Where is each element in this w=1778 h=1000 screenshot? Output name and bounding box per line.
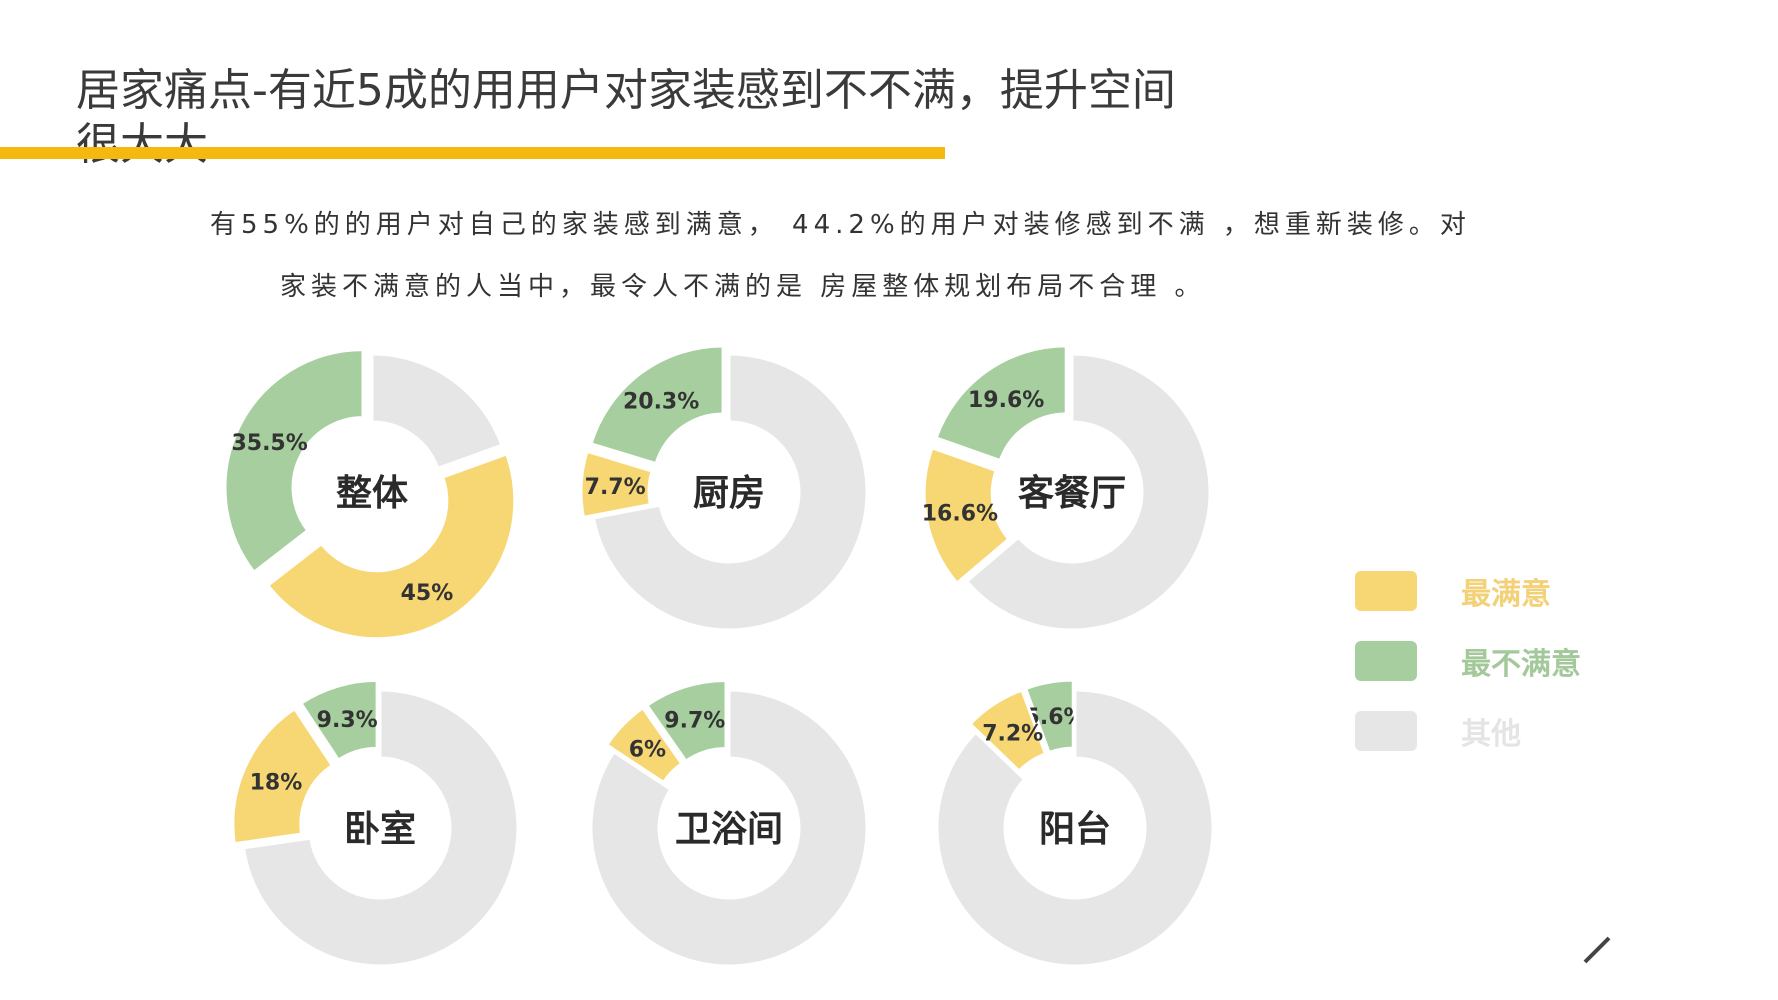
slice-satisfied [231, 706, 335, 846]
slice-dissatisfied [644, 678, 728, 764]
slice-other [935, 688, 1215, 968]
slice-satisfied [265, 452, 517, 641]
slice-label-dissatisfied: 9.7% [664, 708, 725, 733]
title-accent-bar [0, 147, 945, 159]
slice-label-satisfied: 7.2% [982, 722, 1043, 747]
slice-dissatisfied [934, 344, 1068, 463]
slice-dissatisfied [223, 348, 365, 575]
slice-label-dissatisfied: 19.6% [968, 388, 1044, 413]
legend: 最满意 最不满意 其他 [1355, 570, 1655, 780]
donut-title: 阳台 [1039, 809, 1111, 850]
slice-satisfied [604, 705, 684, 785]
donut-title: 厨房 [693, 473, 765, 514]
slice-satisfied [968, 688, 1048, 774]
donut-title: 客餐厅 [1018, 473, 1126, 514]
donut-chart-2: 19.6% 16.6% 客餐厅 [922, 344, 1212, 632]
description: 有55%的的用户对自己的家装感到满意， 44.2%的用户对装修感到不满 ，想重新… [210, 194, 1630, 318]
legend-swatch-other [1355, 711, 1417, 751]
slice-label-satisfied: 7.7% [585, 475, 646, 500]
legend-swatch-satisfied [1355, 571, 1417, 611]
page-title: 居家痛点-有近5成的用用户对家装感到不不满，提升空间很大大 [76, 65, 1176, 170]
donut-title: 整体 [336, 473, 408, 514]
legend-swatch-dissatisfied [1355, 641, 1417, 681]
legend-item-other: 其他 [1355, 710, 1655, 752]
slice-label-dissatisfied: 35.5% [231, 431, 307, 456]
slice-other [591, 352, 869, 632]
donut-chart-1: 20.3% 7.7% 厨房 [579, 344, 869, 632]
legend-label-dissatisfied: 最不满意 [1461, 647, 1581, 682]
slice-other [589, 688, 869, 968]
donut-chart-3: 9.3% 18% 卧室 [231, 678, 520, 968]
legend-item-satisfied: 最满意 [1355, 570, 1655, 612]
slice-dissatisfied [298, 678, 379, 763]
donut-chart-4: 9.7% 6% 卫浴间 [589, 678, 869, 968]
slice-label-satisfied: 16.6% [922, 502, 998, 527]
slice-dissatisfied [589, 344, 725, 466]
slice-label-dissatisfied: 20.3% [623, 389, 699, 414]
slice-satisfied [579, 449, 654, 520]
donut-title: 卫浴间 [675, 809, 783, 850]
donut-title: 卧室 [344, 809, 416, 850]
donut-chart-0: 35.5% 45% 整体 [223, 348, 517, 641]
description-line-2: 家装不满意的人当中，最令人不满的是 房屋整体规划布局不合理 。 [280, 272, 1206, 302]
slice-satisfied [922, 445, 1011, 586]
slice-other [241, 688, 520, 968]
legend-item-dissatisfied: 最不满意 [1355, 640, 1655, 682]
legend-label-other: 其他 [1461, 717, 1521, 752]
slice-label-satisfied: 18% [250, 770, 303, 795]
slice-label-dissatisfied: 9.3% [317, 708, 378, 733]
description-line-1: 有55%的的用户对自己的家装感到满意， 44.2%的用户对装修感到不满 ，想重新… [210, 210, 1471, 240]
slice-other [964, 352, 1212, 632]
slice-other [370, 352, 504, 471]
donut-chart-5: 5.6%7.2%阳台 [935, 678, 1215, 968]
legend-label-satisfied: 最满意 [1461, 577, 1551, 612]
slice-label-satisfied: 45% [401, 581, 454, 606]
slice-label-satisfied: 6% [629, 737, 666, 762]
slice-dissatisfied [1023, 678, 1075, 755]
